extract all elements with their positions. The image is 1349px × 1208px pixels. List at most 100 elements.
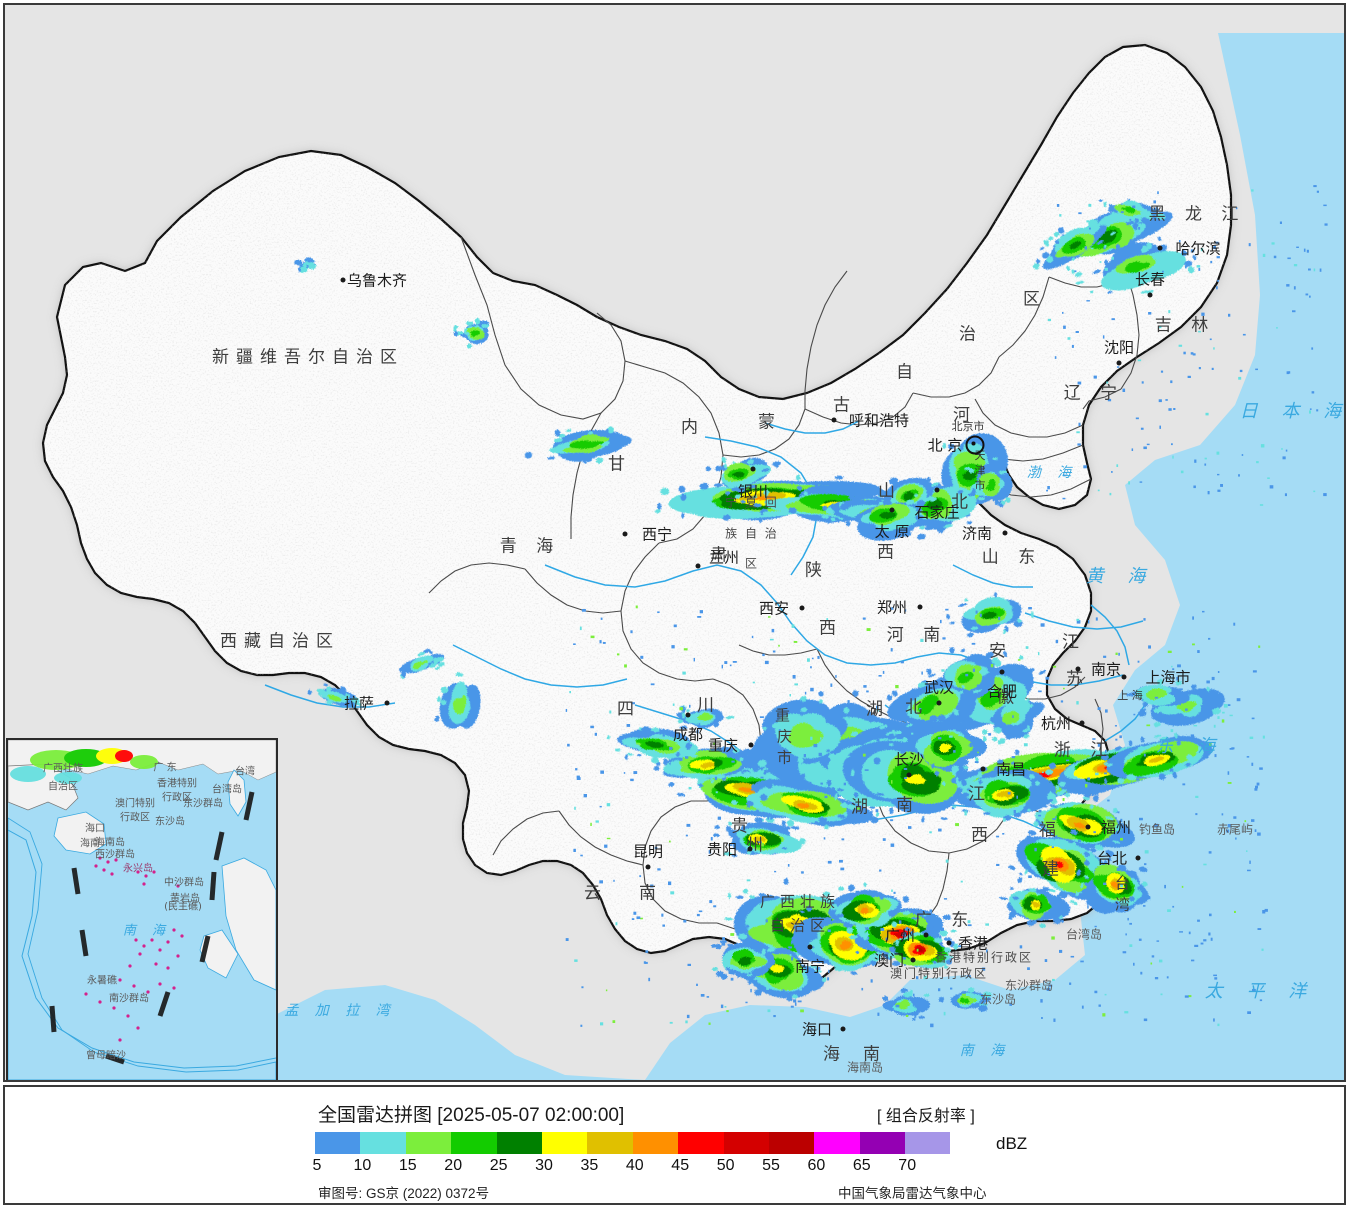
echo-speckle [975, 699, 979, 703]
echo-pixel [1063, 325, 1066, 329]
echo-speckle [863, 882, 867, 888]
echo-pixel [630, 778, 634, 782]
echo-speckle [815, 969, 822, 973]
echo-pixel [1102, 1013, 1106, 1017]
echo-pixel [1227, 771, 1230, 775]
colorbar-swatch-5 [541, 1132, 588, 1154]
echo-speckle [326, 686, 332, 692]
echo-pixel [1213, 974, 1217, 977]
echo-pixel [1173, 408, 1176, 410]
echo-speckle [1008, 915, 1013, 920]
echo-speckle [828, 753, 835, 760]
echo-pixel [604, 844, 608, 848]
echo-pixel [1256, 461, 1259, 464]
echo-pixel [1105, 709, 1108, 713]
echo-speckle [752, 764, 759, 772]
echo-pixel [1104, 267, 1108, 271]
echo-pixel [904, 900, 907, 903]
echo-pixel [1198, 267, 1201, 271]
echo-pixel [699, 610, 703, 614]
echo-pixel [965, 992, 970, 996]
echo-cluster [823, 882, 911, 940]
echo-speckle [840, 802, 848, 808]
dbz-colorbar[interactable] [315, 1132, 951, 1154]
echo-pixel [1049, 799, 1053, 801]
echo-speckle [713, 483, 723, 488]
echo-pixel [977, 751, 979, 754]
colorbar-swatch-0 [315, 1132, 361, 1154]
echo-pixel [590, 635, 595, 639]
echo-pixel [673, 624, 677, 628]
echo-pixel [612, 1020, 616, 1023]
echo-pixel [1095, 617, 1098, 621]
echo-pixel [609, 710, 612, 714]
echo-pixel [865, 816, 869, 819]
echo-speckle [732, 748, 740, 754]
echo-speckle [699, 482, 709, 490]
echo-pixel [1249, 860, 1251, 864]
echo-pixel [1083, 465, 1087, 469]
echo-pixel [827, 977, 830, 981]
province-border [642, 800, 717, 924]
echo-cell [569, 440, 594, 449]
echo-pixel [1293, 286, 1296, 290]
echo-pixel [1105, 749, 1107, 753]
echo-pixel [1146, 724, 1151, 727]
south-china-sea-inset[interactable]: 广西壮族 自治区广 东台湾 台湾岛 香港特别 行政区 澳门特别 行政区 东沙群岛 东沙岛 海口 海南… [6, 738, 278, 1080]
echo-speckle [926, 924, 934, 930]
echo-speckle [977, 497, 985, 501]
echo-speckle [1089, 804, 1094, 810]
echo-pixel [685, 756, 689, 759]
echo-pixel [1236, 698, 1241, 702]
echo-cluster [1137, 684, 1225, 727]
echo-speckle [1092, 220, 1099, 225]
echo-speckle [1071, 269, 1075, 275]
echo-speckle [887, 952, 895, 959]
echo-speckle [875, 792, 885, 796]
echo-speckle [1052, 917, 1062, 925]
echo-pixel [1167, 650, 1172, 653]
echo-speckle [713, 721, 719, 728]
echo-pixel [953, 750, 956, 753]
echo-cluster [293, 257, 317, 273]
echo-speckle [1146, 242, 1152, 250]
echo-pixel [1170, 380, 1173, 384]
echo-pixel [683, 648, 688, 651]
echo-pixel [985, 923, 989, 926]
echo-pixel [1114, 725, 1117, 727]
echo-pixel [794, 683, 798, 686]
echo-speckle [713, 833, 720, 838]
echo-pixel [661, 913, 664, 917]
echo-speckle [680, 493, 687, 501]
echo-pixel [1309, 410, 1311, 414]
echo-speckle [1023, 734, 1030, 739]
echo-speckle [1080, 882, 1084, 889]
china-map-svg [5, 5, 1344, 1080]
echo-pixel [920, 638, 924, 642]
echo-pixel [1052, 978, 1055, 981]
echo-pixel [1063, 687, 1065, 690]
echo-speckle [916, 500, 926, 507]
echo-speckle [1140, 290, 1148, 294]
echo-pixel [728, 844, 733, 846]
echo-pixel [826, 618, 829, 620]
echo-speckle [752, 495, 758, 499]
echo-pixel [767, 1009, 771, 1013]
echo-pixel [1203, 939, 1207, 942]
echo-pixel [904, 609, 907, 612]
echo-speckle [826, 779, 832, 787]
echo-pixel [807, 658, 810, 662]
echo-speckle [992, 736, 998, 742]
echo-pixel [1138, 938, 1142, 941]
echo-speckle [914, 515, 924, 520]
echo-pixel [1074, 270, 1077, 273]
map-panel[interactable]: 新疆维吾尔自治区 西藏自治区青 海甘肃内蒙古自治区黑 龙 江吉 林辽 宁河北山西山… [3, 3, 1346, 1082]
echo-pixel [1120, 830, 1124, 833]
echo-speckle [991, 657, 1000, 665]
echo-pixel [1109, 492, 1112, 496]
echo-speckle [905, 499, 915, 505]
inset-svg [8, 740, 276, 1080]
echo-pixel [940, 927, 944, 931]
echo-speckle [614, 748, 621, 752]
echo-speckle [462, 335, 466, 338]
